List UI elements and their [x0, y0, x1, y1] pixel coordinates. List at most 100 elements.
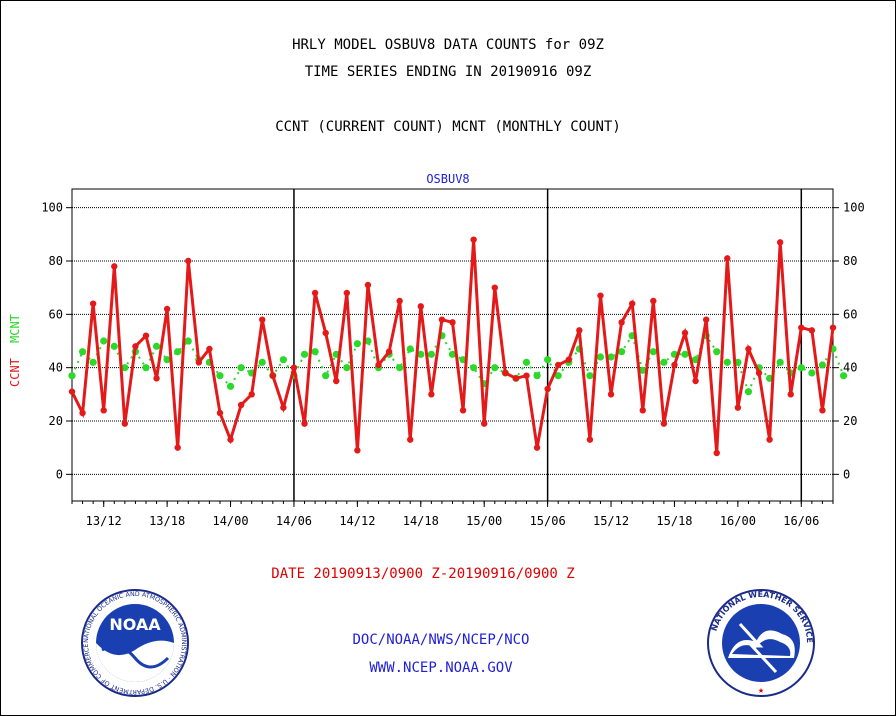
mcnt-point [258, 358, 266, 366]
mcnt-point [470, 364, 478, 372]
ccnt-point [364, 281, 372, 289]
ccnt-point [628, 300, 636, 307]
ccnt-point [586, 436, 594, 443]
ccnt-point [787, 391, 794, 398]
x-tick-label: 13/18 [149, 514, 185, 528]
y-axis-label-mcnt: MCNT [8, 314, 22, 343]
x-tick-label: 14/18 [403, 514, 439, 528]
mcnt-point [427, 350, 435, 358]
credit-url: WWW.NCEP.NOAA.GOV [369, 660, 513, 676]
mcnt-point [237, 364, 245, 372]
mcnt-point [448, 350, 457, 358]
ccnt-point [554, 361, 562, 369]
ccnt-point [470, 236, 477, 243]
ccnt-point [111, 263, 118, 270]
x-tick-label: 14/06 [276, 514, 312, 528]
ccnt-point [142, 332, 150, 339]
x-tick-label: 14/12 [339, 514, 375, 528]
mcnt-point [554, 372, 562, 380]
x-tick-label: 16/06 [783, 514, 819, 528]
ccnt-point [79, 409, 86, 417]
x-tick-label: 15/06 [530, 514, 566, 528]
ccnt-point [798, 324, 805, 331]
y-tick-label-right: 20 [843, 414, 857, 428]
credit-organization: DOC/NOAA/NWS/NCEP/NCO [352, 632, 530, 648]
mcnt-point [152, 342, 161, 350]
x-tick-label: 15/12 [593, 514, 629, 528]
y-axis-label-ccnt: CCNT [8, 358, 22, 387]
mcnt-point [311, 348, 319, 356]
ccnt-point [301, 420, 308, 427]
noaa-logo-icon: NOAA NATIONAL OCEANIC AND ATMOSPHERIC AD… [80, 588, 189, 697]
y-tick-label-left: 100 [41, 201, 63, 215]
ccnt-point [206, 345, 213, 353]
mcnt-point [596, 353, 605, 361]
mcnt-point [184, 337, 192, 345]
y-tick-label-right: 60 [843, 307, 857, 321]
ccnt-point [311, 289, 319, 297]
mcnt-point [89, 358, 97, 366]
x-tick-label: 15/00 [466, 514, 502, 528]
ccnt-point [660, 420, 668, 427]
x-tick-label: 13/12 [86, 514, 122, 528]
ccnt-point [544, 385, 551, 393]
ccnt-point [607, 391, 615, 398]
ccnt-point [216, 409, 224, 417]
ccnt-point [829, 324, 837, 331]
nws-logo-icon: NATIONAL WEATHER SERVICE ★ [707, 589, 815, 697]
ccnt-point [290, 364, 298, 371]
ccnt-point [163, 305, 171, 313]
ccnt-point [280, 404, 287, 411]
mcnt-point [491, 364, 499, 372]
mcnt-point [681, 350, 689, 358]
noaa-logo-text: NOAA [109, 615, 161, 634]
ccnt-point [692, 377, 699, 385]
mcnt-point [226, 382, 235, 390]
ccnt-point [776, 239, 784, 246]
ccnt-point [396, 297, 403, 305]
mcnt-point [639, 366, 647, 374]
mcnt-point [522, 358, 531, 366]
mcnt-point [744, 388, 753, 396]
mcnt-point [353, 340, 361, 348]
y-tick-label-left: 40 [49, 361, 63, 375]
ccnt-point [533, 444, 541, 451]
mcnt-point [110, 342, 118, 350]
mcnt-point [776, 358, 784, 366]
mcnt-point [121, 364, 129, 372]
mcnt-point [163, 356, 171, 364]
y-tick-label-right: 80 [843, 254, 857, 268]
ccnt-point [385, 348, 393, 355]
x-tick-label: 15/18 [656, 514, 692, 528]
chart-title-line-2: TIME SERIES ENDING IN 20190916 09Z [304, 64, 592, 80]
date-range-label: DATE 20190913/0900 Z-20190916/0900 Z [271, 566, 575, 582]
ccnt-point [333, 377, 340, 385]
mcnt-point [343, 364, 351, 372]
ccnt-point [597, 292, 604, 299]
ccnt-point [491, 284, 498, 291]
chart-title-line-3: CCNT (CURRENT COUNT) MCNT (MONTHLY COUNT… [275, 119, 621, 135]
mcnt-point [839, 372, 848, 380]
ccnt-point [259, 316, 266, 323]
axis-labels: 0 0 20 20 40 40 60 60 80 80 100 100 13/12 13/18 14/00 1… [41, 201, 864, 528]
x-tick-label: 16/00 [720, 514, 756, 528]
mcnt-point [586, 372, 594, 380]
series-layer [68, 236, 848, 457]
ccnt-point [808, 327, 816, 334]
mcnt-point [364, 337, 372, 345]
ccnt-point [153, 375, 160, 382]
mcnt-point [78, 348, 87, 356]
x-tick-label: 14/00 [212, 514, 248, 528]
mcnt-point [279, 356, 287, 364]
chart-title-line-1: HRLY MODEL OSBUV8 DATA COUNTS for 09Z [292, 37, 604, 53]
grid-lines [72, 189, 833, 501]
ccnt-point [269, 372, 277, 379]
ccnt-point [428, 391, 435, 398]
ccnt-point [227, 436, 234, 443]
mcnt-point [100, 337, 108, 345]
y-tick-label-left: 60 [49, 307, 63, 321]
ccnt-point [576, 327, 583, 334]
ccnt-point [755, 369, 763, 377]
mcnt-point [691, 356, 700, 364]
y-tick-label-left: 80 [49, 254, 63, 268]
